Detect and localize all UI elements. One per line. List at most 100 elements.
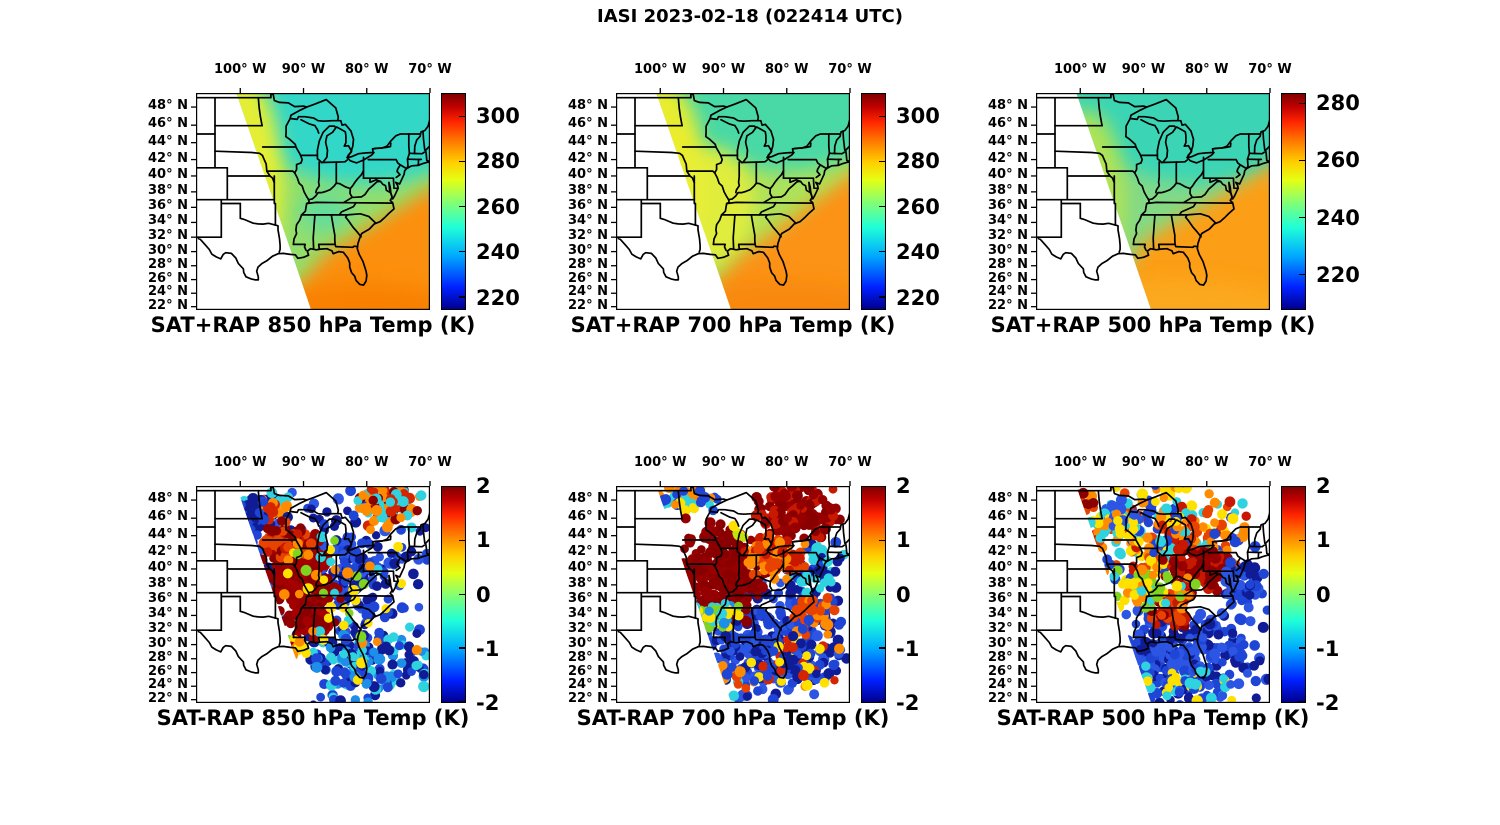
lon-tick-label: 100° W [634,455,687,470]
lat-tick-label: 38° N [148,182,188,198]
lat-tick-label: 30° N [988,635,1028,651]
lon-tick-label: 90° W [701,62,746,77]
lat-tick-label: 32° N [988,228,1028,244]
colorbar-tick [1299,539,1305,542]
lat-tick-label: 48° N [148,491,188,507]
lat-tick-label: 44° N [568,526,608,542]
lat-tick-label: 44° N [988,133,1028,149]
panel-title: SAT+RAP 850 hPa Temp (K) [150,313,476,337]
colorbar-tick-label: 240 [476,240,520,265]
lat-tick-label: 22° N [148,690,188,706]
colorbar-tick [1299,102,1305,105]
colorbar-tick-label: 260 [1316,148,1360,173]
colorbar-tick-label: -2 [476,691,500,715]
colorbar-tick [459,647,465,649]
lat-tick-label: 42° N [988,150,1028,166]
lat-tick-label: 42° N [568,150,608,166]
colorbar [1281,486,1306,703]
colorbar-tick-label: 220 [476,286,520,311]
lat-tick-label: 26° N [148,270,188,286]
lat-tick-label: 26° N [148,663,188,679]
colorbar-tick-label: 0 [476,582,491,607]
lat-tick-label: 26° N [568,270,608,286]
colorbar-tick [1299,486,1305,488]
lat-tick-label: 30° N [148,635,188,651]
colorbar-tick [459,205,465,208]
lat-tick-label: 48° N [568,491,608,507]
colorbar-tick [1299,593,1305,595]
panel-sat-minus-rap-850: SAT-RAP 850 hPa Temp (K) 100° W 90° W 80° … [148,455,499,730]
colorbar-tick-label: -2 [1316,691,1340,715]
colorbar-tick [459,593,465,595]
lat-tick-label: 40° N [988,166,1028,182]
colorbar-tick [879,593,885,595]
lat-tick-label: 24° N [148,677,188,693]
lat-tick-label: 22° N [568,297,608,313]
colorbar-tick-label: -1 [1316,636,1340,661]
lon-tick-label: 80° W [345,455,389,470]
lat-tick-label: 28° N [568,256,608,272]
colorbar [441,486,466,703]
axis-ticks [611,481,851,701]
colorbar-tick [459,486,465,488]
lon-tick-label: 80° W [765,62,809,77]
colorbar-tick-label: -1 [896,636,920,661]
colorbar-tick [1299,273,1305,275]
lat-tick-label: 28° N [148,256,188,272]
lon-tick-label: 90° W [1121,455,1166,470]
panel-sat-minus-rap-500: SAT-RAP 500 hPa Temp (K) 100° W 90° W 80° … [988,455,1339,730]
lat-tick-label: 30° N [568,635,608,651]
colorbar-tick-label: 0 [896,582,911,607]
colorbar-tick [879,115,885,117]
colorbar-tick [879,647,885,649]
map-temperature-field [611,88,851,311]
lat-tick-label: 44° N [568,133,608,149]
lat-tick-label: 40° N [148,559,188,575]
map-temperature-field [191,88,431,311]
colorbar-tick [879,701,885,703]
map-difference-scatter [611,481,851,704]
lat-tick-label: 42° N [568,543,608,559]
lon-tick-label: 70° W [408,455,452,470]
colorbar-tick [879,539,885,542]
axis-ticks [1031,481,1271,701]
lat-tick-label: 22° N [988,297,1028,313]
colorbar-tick-label: 260 [896,194,940,219]
colorbar [1281,93,1306,310]
lat-tick-label: 24° N [148,284,188,300]
panel-title: SAT+RAP 500 hPa Temp (K) [990,313,1316,337]
lat-tick-label: 46° N [148,116,188,132]
lat-tick-label: 28° N [568,649,608,665]
colorbar-tick-label: 2 [1316,474,1331,498]
axes-frame [616,93,851,311]
lat-tick-label: 36° N [988,198,1028,214]
colorbar [861,93,886,310]
lon-tick-label: 70° W [1248,62,1292,77]
lat-tick-label: 36° N [568,198,608,214]
lat-tick-label: 22° N [148,297,188,313]
panel-sat-plus-rap-850: SAT+RAP 850 hPa Temp (K) 100° W 90° W 80° … [148,62,520,337]
lat-tick-label: 48° N [988,98,1028,114]
colorbar-tick [1299,216,1305,219]
lat-tick-label: 46° N [568,509,608,525]
axes-frame [1036,486,1271,704]
colorbar-tick-label: 1 [896,528,911,553]
map-difference-scatter [1031,481,1271,704]
lat-tick-label: 38° N [568,575,608,591]
state-boundaries [616,93,850,286]
lat-tick-label: 24° N [568,677,608,693]
lon-tick-label: 90° W [1121,62,1166,77]
lat-tick-label: 26° N [568,663,608,679]
lat-tick-label: 44° N [988,526,1028,542]
lat-tick-label: 40° N [568,166,608,182]
colorbar-tick-label: 300 [476,103,520,128]
lat-tick-label: 24° N [568,284,608,300]
lon-tick-label: 100° W [1054,62,1107,77]
lat-tick-label: 24° N [988,284,1028,300]
lat-tick-label: 26° N [988,270,1028,286]
colorbar-tick-label: 2 [896,474,911,498]
colorbar-tick [459,701,465,703]
lon-tick-label: 70° W [828,455,872,470]
lon-tick-label: 100° W [1054,455,1107,470]
